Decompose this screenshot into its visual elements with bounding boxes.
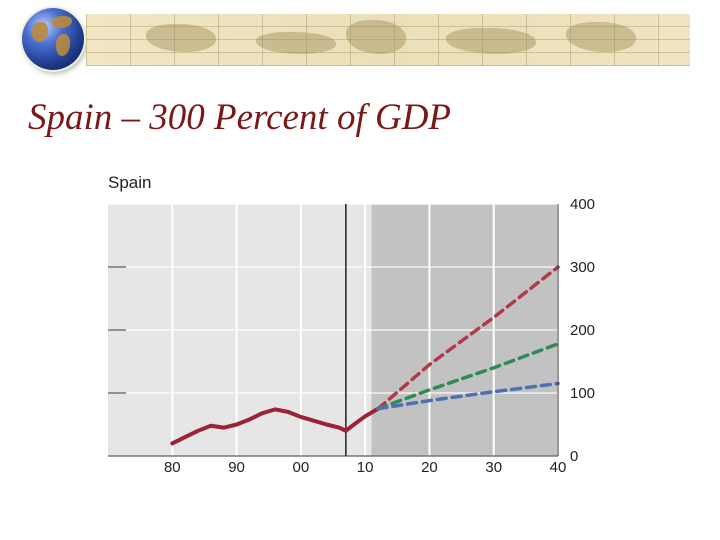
globe-icon [22, 8, 84, 70]
x-tick-label: 00 [293, 459, 310, 476]
x-tick-label: 10 [357, 459, 374, 476]
y-tick-label: 0 [570, 448, 578, 465]
y-tick-label: 200 [570, 322, 595, 339]
y-tick-label: 400 [570, 196, 595, 213]
series-line-1 [376, 265, 560, 411]
y-tick-label: 100 [570, 385, 595, 402]
x-tick-label: 90 [228, 459, 245, 476]
y-tick-label: 300 [570, 259, 595, 276]
slide-title: Spain – 300 Percent of GDP [28, 97, 452, 138]
x-tick-label: 40 [550, 459, 567, 476]
x-tick-label: 80 [164, 459, 181, 476]
x-axis-ticks: 80 90 00 10 20 30 40 [164, 459, 566, 476]
x-tick-label: 20 [421, 459, 438, 476]
chart: Spain 80 90 00 10 20 30 40 0 100 200 300 400 [108, 173, 595, 476]
series-line-2 [376, 342, 560, 411]
series-group [170, 265, 560, 446]
y-axis-ticks: 0 100 200 300 400 [108, 196, 595, 465]
series-line-0 [170, 406, 380, 446]
chart-title: Spain [108, 173, 151, 192]
x-tick-label: 30 [485, 459, 502, 476]
series-line-3 [376, 381, 560, 411]
world-map-banner [86, 14, 690, 66]
